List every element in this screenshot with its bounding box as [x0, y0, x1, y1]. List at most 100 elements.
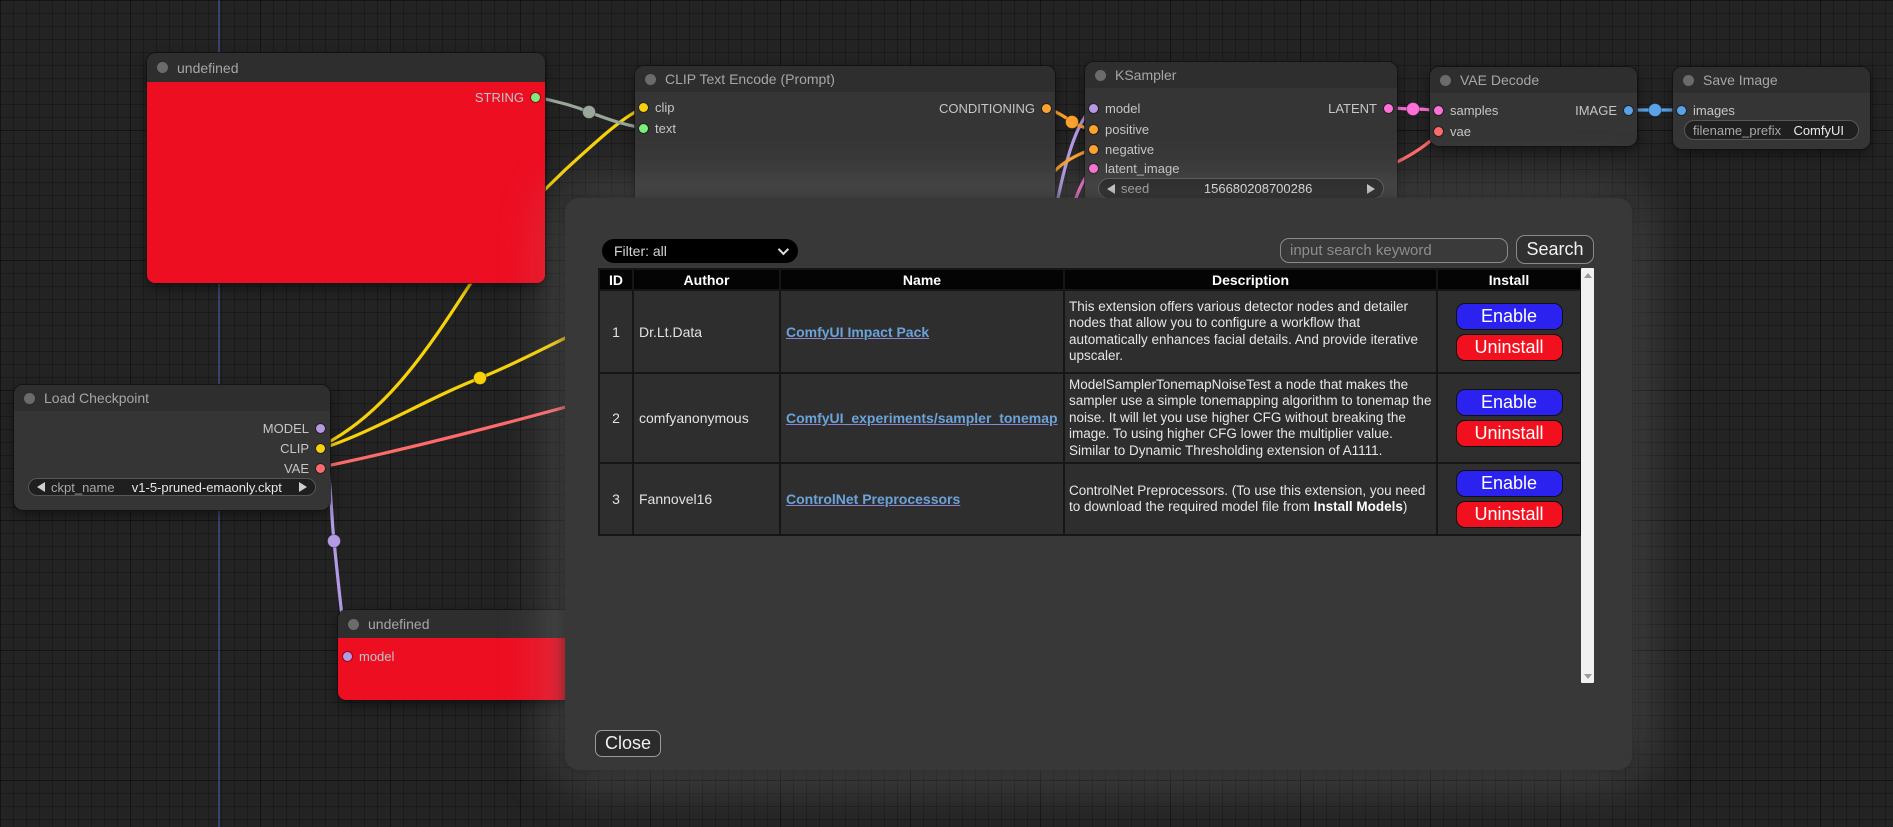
- close-button[interactable]: Close: [595, 730, 661, 757]
- input-slot-clip: clip: [639, 99, 675, 115]
- conditioning-output-dot[interactable]: [1042, 103, 1051, 113]
- reroute-dot-pink[interactable]: [1406, 102, 1420, 116]
- input-slot-negative: negative: [1089, 141, 1154, 157]
- scroll-up-icon[interactable]: [1581, 268, 1594, 282]
- collapse-dot-icon[interactable]: [348, 618, 359, 630]
- input-slot-images: images: [1677, 102, 1735, 118]
- extension-link[interactable]: ComfyUI Impact Pack: [786, 323, 930, 340]
- error-node-body: [338, 638, 568, 700]
- extension-link[interactable]: ComfyUI_experiments/sampler_tonemap: [786, 410, 1058, 426]
- table-row: 2 comfyanonymous ComfyUI_experiments/sam…: [600, 374, 1580, 462]
- next-arrow-icon[interactable]: [299, 482, 307, 492]
- collapse-dot-icon[interactable]: [645, 73, 656, 85]
- search-button[interactable]: Search: [1516, 235, 1594, 264]
- vae-input-dot[interactable]: [1434, 126, 1443, 136]
- reroute-dot-yellow[interactable]: [473, 371, 487, 385]
- column-header-id: ID: [600, 270, 632, 289]
- node-title-bar[interactable]: undefined: [147, 53, 545, 82]
- input-slot-vae: vae: [1434, 123, 1471, 139]
- model-output-dot[interactable]: [316, 423, 325, 433]
- node-undefined-top[interactable]: undefined STRING: [147, 53, 545, 283]
- ckpt-name-value: v1-5-pruned-emaonly.ckpt: [131, 479, 282, 495]
- node-save-image[interactable]: Save Image images filename_prefix ComfyU…: [1673, 67, 1870, 149]
- ckpt-name-widget[interactable]: ckpt_name v1-5-pruned-emaonly.ckpt: [28, 478, 316, 496]
- node-title-label: undefined: [177, 59, 239, 76]
- filename-prefix-widget[interactable]: filename_prefix ComfyUI: [1684, 120, 1859, 140]
- text-input-dot[interactable]: [639, 123, 648, 133]
- node-title-bar[interactable]: CLIP Text Encode (Prompt): [635, 66, 1055, 92]
- node-title-bar[interactable]: Save Image: [1673, 67, 1870, 93]
- reroute-dot-gray[interactable]: [582, 105, 596, 119]
- vae-output-dot[interactable]: [316, 463, 325, 473]
- enable-button[interactable]: Enable: [1455, 389, 1563, 416]
- enable-button[interactable]: Enable: [1455, 470, 1563, 497]
- extension-table: ID Author Name Description Install 1 Dr.…: [598, 268, 1582, 536]
- scroll-down-icon[interactable]: [1581, 669, 1594, 683]
- extension-id: 2: [600, 374, 632, 462]
- node-title-label: KSampler: [1115, 67, 1177, 83]
- collapse-dot-icon[interactable]: [1440, 74, 1451, 86]
- input-slot-text: text: [639, 120, 676, 136]
- string-output-dot[interactable]: [531, 92, 540, 102]
- search-input[interactable]: [1280, 238, 1508, 263]
- table-row: 1 Dr.Lt.Data ComfyUI Impact Pack This ex…: [600, 291, 1580, 372]
- node-vae-decode[interactable]: VAE Decode samples vae IMAGE: [1430, 67, 1637, 146]
- previous-arrow-icon[interactable]: [37, 482, 45, 492]
- input-slot-model: model: [343, 648, 394, 664]
- latent-image-input-dot[interactable]: [1089, 163, 1098, 173]
- reroute-dot-orange[interactable]: [1065, 115, 1079, 129]
- images-input-dot[interactable]: [1677, 105, 1686, 115]
- extension-id: 1: [600, 291, 632, 372]
- extension-manager-dialog: Filter: all Search ID Author Name Descri…: [565, 198, 1632, 770]
- clip-input-dot[interactable]: [639, 102, 648, 112]
- negative-input-dot[interactable]: [1089, 144, 1098, 154]
- clip-output-dot[interactable]: [316, 443, 325, 453]
- reroute-dot-blue[interactable]: [1648, 103, 1662, 117]
- collapse-dot-icon[interactable]: [24, 392, 35, 404]
- node-title-bar[interactable]: undefined: [338, 610, 568, 638]
- column-header-name: Name: [781, 270, 1063, 289]
- uninstall-button[interactable]: Uninstall: [1455, 333, 1563, 361]
- collapse-dot-icon[interactable]: [1683, 74, 1694, 86]
- uninstall-button[interactable]: Uninstall: [1455, 420, 1563, 447]
- model-input-dot[interactable]: [343, 651, 352, 661]
- input-slot-samples: samples: [1434, 102, 1498, 118]
- output-slot-string: STRING: [475, 89, 540, 105]
- reroute-dot-purple[interactable]: [327, 534, 341, 548]
- model-input-dot[interactable]: [1089, 103, 1098, 113]
- output-slot-latent: LATENT: [1328, 100, 1393, 116]
- uninstall-button[interactable]: Uninstall: [1455, 501, 1563, 528]
- latent-output-dot[interactable]: [1384, 103, 1393, 113]
- input-slot-model: model: [1089, 100, 1140, 116]
- increment-arrow-icon[interactable]: [1367, 183, 1375, 194]
- output-slot-vae: VAE: [284, 460, 325, 476]
- node-title-label: Save Image: [1703, 72, 1778, 88]
- extension-author: comfyanonymous: [634, 374, 779, 462]
- enable-button[interactable]: Enable: [1455, 302, 1563, 330]
- seed-value: 156680208700286: [1203, 181, 1313, 196]
- image-output-dot[interactable]: [1624, 105, 1633, 115]
- collapse-dot-icon[interactable]: [1095, 69, 1106, 81]
- node-title-label: CLIP Text Encode (Prompt): [665, 71, 835, 87]
- chevron-down-icon: [777, 243, 790, 256]
- samples-input-dot[interactable]: [1434, 105, 1443, 115]
- seed-widget[interactable]: seed 156680208700286: [1098, 178, 1384, 199]
- node-title-bar[interactable]: KSampler: [1085, 62, 1397, 88]
- column-header-author: Author: [634, 270, 779, 289]
- filter-select[interactable]: Filter: all: [602, 239, 798, 263]
- output-slot-model: MODEL: [263, 420, 325, 436]
- table-row: 3 Fannovel16 ControlNet Preprocessors Co…: [600, 464, 1580, 534]
- positive-input-dot[interactable]: [1089, 124, 1098, 134]
- table-scrollbar[interactable]: [1581, 268, 1594, 683]
- extension-description: ControlNet Preprocessors. (To use this e…: [1065, 464, 1436, 534]
- node-undefined-bottom[interactable]: undefined model: [338, 610, 568, 700]
- collapse-dot-icon[interactable]: [157, 62, 168, 73]
- extension-link[interactable]: ControlNet Preprocessors: [786, 491, 961, 507]
- node-title-bar[interactable]: VAE Decode: [1430, 67, 1637, 93]
- extension-description: This extension offers various detector n…: [1065, 291, 1436, 372]
- decrement-arrow-icon[interactable]: [1107, 183, 1115, 194]
- output-slot-conditioning: CONDITIONING: [939, 100, 1051, 116]
- node-title-bar[interactable]: Load Checkpoint: [14, 385, 330, 411]
- node-load-checkpoint[interactable]: Load Checkpoint MODEL CLIP VAE ckpt_name…: [14, 385, 330, 510]
